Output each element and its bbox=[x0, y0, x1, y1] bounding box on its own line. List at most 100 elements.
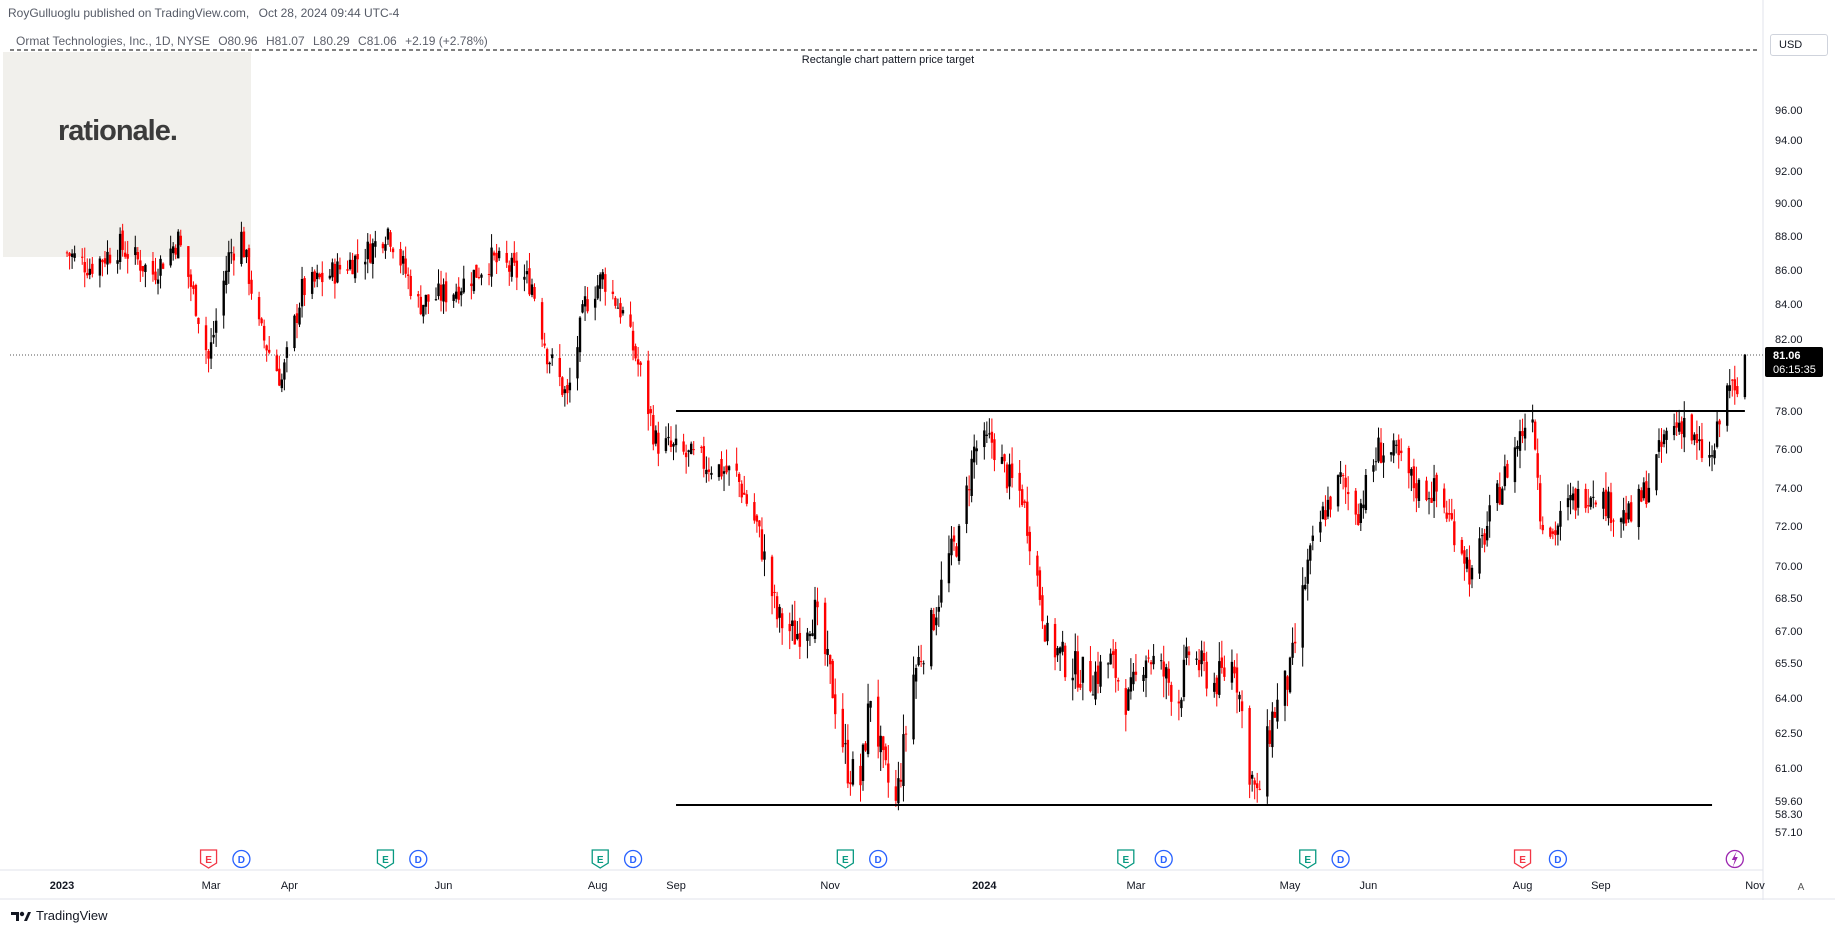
candle-body bbox=[1602, 491, 1605, 509]
dividend-marker: D bbox=[1154, 849, 1173, 869]
candle-body bbox=[548, 362, 551, 365]
candle-body bbox=[864, 743, 867, 751]
candle-body bbox=[1478, 538, 1481, 574]
y-tick-label: 64.00 bbox=[1775, 693, 1803, 705]
candle-body bbox=[106, 251, 109, 265]
candle-body bbox=[1250, 774, 1254, 779]
event-marker-label: E bbox=[1122, 855, 1129, 866]
x-tick-label: Jun bbox=[435, 880, 453, 892]
candle-body bbox=[1271, 711, 1274, 748]
candle-body bbox=[295, 313, 299, 323]
candle-body bbox=[1513, 447, 1517, 483]
y-tick-label: 74.00 bbox=[1775, 483, 1803, 495]
candle-body bbox=[136, 251, 140, 260]
candle-body bbox=[780, 613, 784, 629]
candle-body bbox=[1144, 660, 1148, 679]
candle-body bbox=[1200, 650, 1203, 665]
candle-body bbox=[144, 264, 147, 272]
candle-body bbox=[406, 274, 410, 276]
candle-body bbox=[381, 243, 385, 249]
candle-body bbox=[1238, 694, 1241, 700]
candle-body bbox=[1147, 657, 1150, 659]
candle-body bbox=[1594, 502, 1598, 505]
candle-body bbox=[1053, 623, 1057, 658]
price-tag-box bbox=[1765, 346, 1823, 377]
candle-body bbox=[1028, 531, 1031, 552]
candle-body bbox=[452, 294, 455, 301]
dividend-marker: D bbox=[1331, 849, 1350, 869]
candle-body bbox=[1576, 488, 1580, 508]
tradingview-logo[interactable]: TradingView bbox=[10, 908, 108, 923]
candle-body bbox=[1427, 498, 1431, 500]
dividend-icon bbox=[1331, 849, 1350, 869]
candle-body bbox=[808, 633, 812, 637]
candle-body bbox=[1038, 570, 1042, 600]
candle-body bbox=[399, 248, 402, 266]
candle-body bbox=[1677, 422, 1681, 432]
candle-body bbox=[841, 708, 845, 748]
candle-body bbox=[596, 285, 599, 299]
candle-body bbox=[513, 252, 516, 263]
candle-body bbox=[1693, 434, 1696, 441]
candle-body bbox=[1483, 533, 1486, 545]
candle-body bbox=[98, 258, 102, 276]
auto-scale-button[interactable]: A bbox=[1797, 881, 1805, 893]
y-tick-label: 90.00 bbox=[1775, 198, 1803, 210]
candle-body bbox=[371, 243, 375, 264]
candle-body bbox=[439, 284, 443, 301]
candle-body bbox=[601, 272, 604, 280]
candle-body bbox=[108, 254, 112, 263]
candle-body bbox=[1417, 479, 1421, 501]
candle-body bbox=[318, 273, 321, 278]
y-tick-label: 65.50 bbox=[1775, 658, 1803, 670]
candle-body bbox=[348, 259, 352, 270]
earnings-icon bbox=[376, 849, 395, 869]
candle-body bbox=[384, 244, 387, 251]
candle-body bbox=[1470, 567, 1474, 580]
candle-body bbox=[1690, 414, 1694, 441]
lightning-icon bbox=[1731, 851, 1738, 867]
candle-body bbox=[356, 254, 359, 260]
dividend-marker: D bbox=[869, 849, 888, 869]
candle-body bbox=[204, 325, 208, 351]
candle-body bbox=[1710, 455, 1714, 457]
candle-body bbox=[1523, 427, 1527, 439]
event-marker-label: D bbox=[415, 855, 422, 866]
event-marker-label: E bbox=[205, 855, 212, 866]
candle-body bbox=[515, 260, 519, 278]
candle-body bbox=[528, 268, 531, 295]
currency-button[interactable]: USD bbox=[1770, 34, 1828, 56]
candle-body bbox=[1655, 454, 1658, 491]
candle-body bbox=[189, 274, 193, 287]
candle-body bbox=[1043, 625, 1047, 642]
candle-body bbox=[1185, 646, 1188, 658]
candle-body bbox=[265, 345, 268, 351]
candle-body bbox=[1256, 783, 1259, 789]
candle-body bbox=[1412, 466, 1416, 489]
candle-body bbox=[1432, 478, 1436, 502]
candle-body bbox=[1647, 487, 1651, 503]
x-tick-label: May bbox=[1280, 880, 1301, 892]
candle-body bbox=[1205, 661, 1208, 689]
candle-body bbox=[1374, 461, 1378, 463]
candle-body bbox=[1003, 454, 1006, 462]
earnings-icon bbox=[836, 849, 854, 869]
event-marker-label: E bbox=[382, 855, 389, 866]
candle-body bbox=[245, 249, 248, 258]
candle-body bbox=[364, 261, 367, 265]
candle-body bbox=[1407, 447, 1411, 474]
candle-body bbox=[1326, 499, 1330, 517]
earnings-marker: E bbox=[376, 849, 395, 869]
candle-body bbox=[614, 297, 617, 306]
candle-body bbox=[353, 255, 357, 279]
candle-body bbox=[1533, 421, 1537, 450]
candle-body bbox=[460, 291, 463, 296]
candle-body bbox=[859, 765, 862, 786]
candle-body bbox=[904, 733, 908, 735]
candle-body bbox=[1506, 463, 1509, 478]
candle-body bbox=[260, 318, 263, 324]
candle-body bbox=[487, 274, 491, 276]
candle-body bbox=[778, 606, 781, 618]
candle-body bbox=[497, 250, 501, 259]
